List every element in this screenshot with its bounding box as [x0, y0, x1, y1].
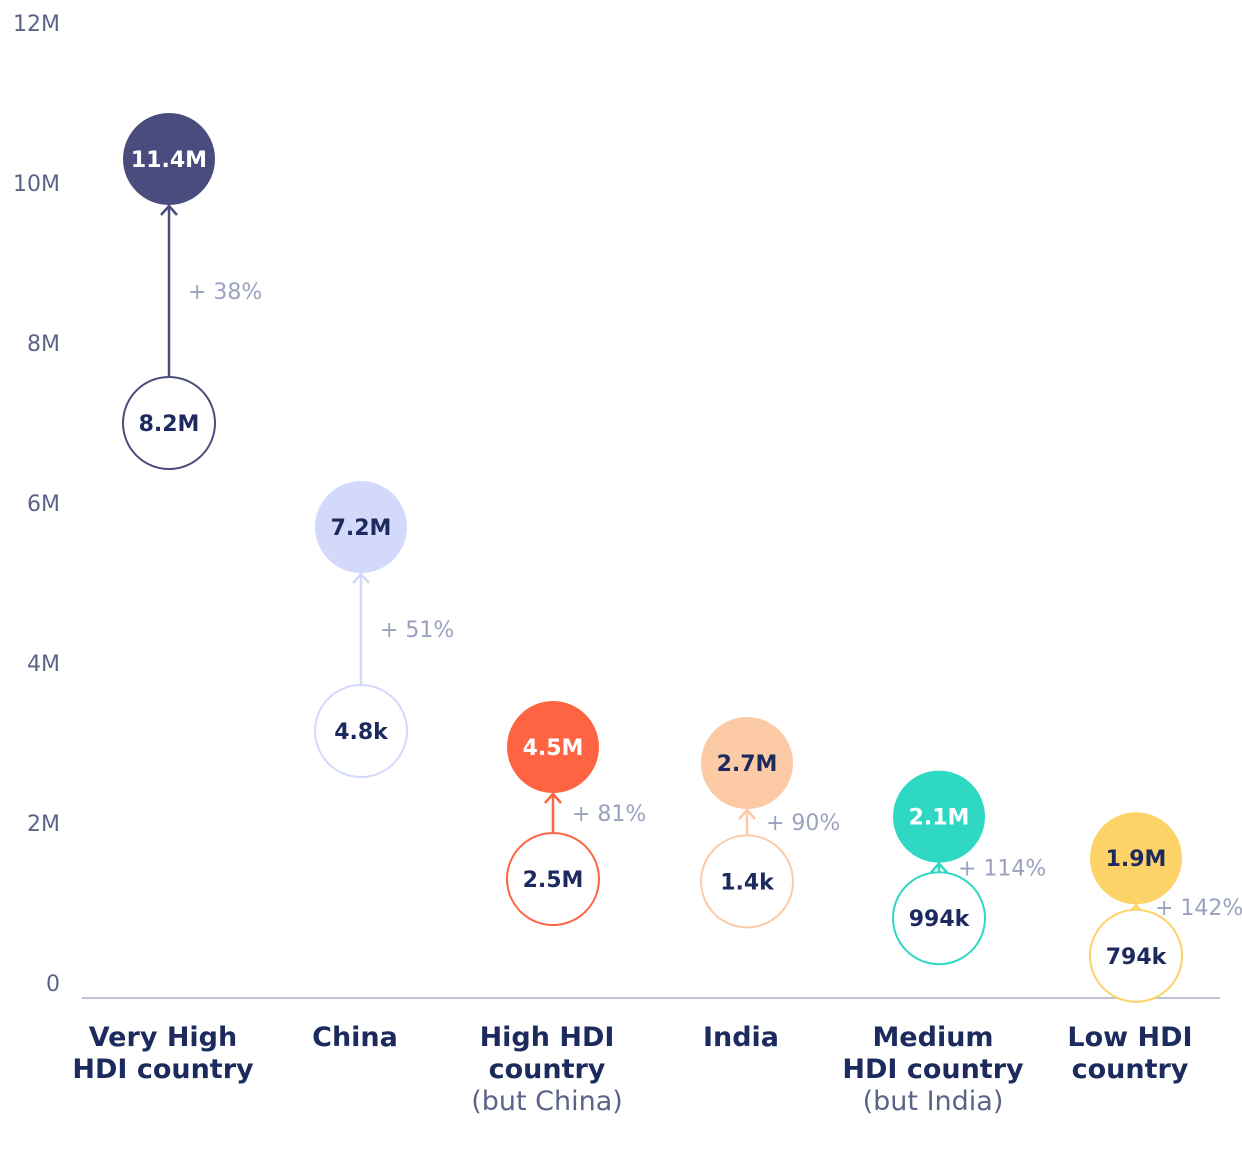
arrow-head — [544, 792, 562, 804]
arrow-head — [738, 808, 756, 820]
end-value-marker — [315, 481, 407, 573]
category-label: country — [489, 1054, 606, 1085]
start-value-label: 1.4k — [720, 870, 775, 895]
end-value-label: 11.4M — [131, 148, 207, 173]
category-label: High HDI — [480, 1022, 615, 1053]
start-value-marker — [1089, 908, 1183, 1003]
category-sublabel: (but China) — [471, 1086, 623, 1117]
category-label: China — [312, 1022, 398, 1053]
start-value-marker — [122, 376, 216, 470]
end-value-marker — [123, 113, 215, 205]
y-tick-label: 8M — [27, 332, 60, 357]
end-value-marker — [701, 717, 793, 809]
change-percent-label: + 90% — [766, 811, 840, 836]
start-value-marker — [892, 871, 986, 966]
arrow-head — [160, 204, 178, 216]
category-label: country — [1072, 1054, 1189, 1085]
change-percent-label: + 81% — [572, 802, 646, 827]
y-tick-label: 0 — [46, 972, 60, 997]
y-tick-label: 6M — [27, 492, 60, 517]
start-value-label: 2.5M — [523, 868, 584, 893]
start-value-label: 994k — [909, 907, 971, 932]
y-tick-label: 12M — [13, 12, 60, 37]
change-percent-label: + 51% — [380, 618, 454, 643]
start-value-marker — [314, 684, 408, 778]
y-tick-label: 2M — [27, 812, 60, 837]
category-label: Medium — [872, 1022, 993, 1053]
end-value-label: 2.1M — [909, 806, 970, 831]
category-label: HDI country — [842, 1054, 1024, 1085]
end-value-marker — [893, 770, 985, 863]
start-value-label: 794k — [1106, 945, 1168, 970]
category-label: Very High — [89, 1022, 237, 1053]
category-sublabel: (but India) — [863, 1086, 1004, 1117]
category-label: India — [703, 1022, 779, 1053]
end-value-marker — [507, 701, 599, 793]
y-tick-label: 10M — [13, 172, 60, 197]
end-value-label: 2.7M — [717, 752, 778, 777]
category-label: HDI country — [72, 1054, 254, 1085]
end-value-marker — [1090, 812, 1182, 905]
arrow-head — [352, 572, 370, 584]
end-value-label: 4.5M — [523, 736, 584, 761]
change-percent-label: + 142% — [1155, 896, 1242, 921]
start-value-label: 8.2M — [139, 412, 200, 437]
end-value-label: 7.2M — [331, 516, 392, 541]
category-label: Low HDI — [1067, 1022, 1192, 1053]
end-value-label: 1.9M — [1106, 847, 1167, 872]
start-value-label: 4.8k — [334, 720, 389, 745]
start-value-marker — [700, 834, 794, 929]
arrow-head — [930, 862, 948, 874]
change-percent-label: + 114% — [958, 856, 1046, 881]
start-value-marker — [506, 832, 600, 926]
change-percent-label: + 38% — [188, 280, 262, 305]
y-tick-label: 4M — [27, 652, 60, 677]
